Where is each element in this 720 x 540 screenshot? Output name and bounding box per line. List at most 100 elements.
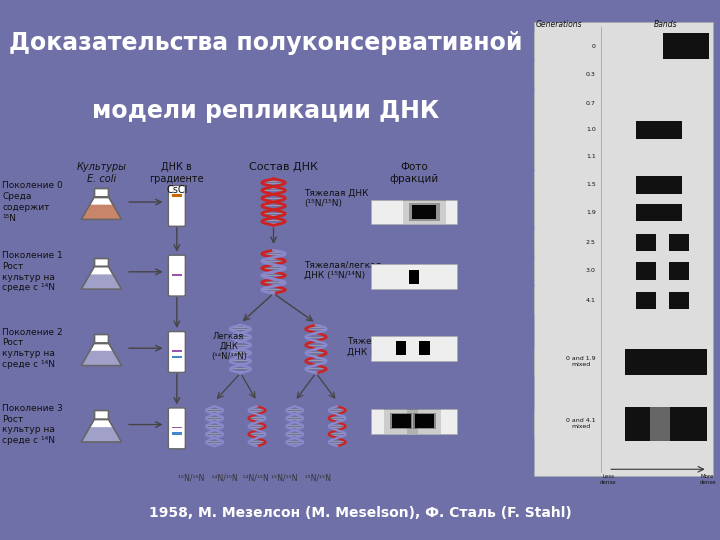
Bar (392, 414, 410, 428)
Text: 0.3: 0.3 (586, 72, 596, 77)
Polygon shape (81, 343, 122, 366)
Bar (636, 292, 656, 309)
Text: Состав ДНК: Состав ДНК (248, 162, 318, 172)
Bar (636, 262, 656, 280)
Text: модели репликации ДНК: модели репликации ДНК (92, 99, 440, 123)
Text: 1.1: 1.1 (586, 154, 596, 159)
Bar (534, 411, 713, 437)
Text: Культуры
E. coli: Культуры E. coli (76, 162, 127, 184)
Polygon shape (81, 197, 122, 219)
Bar (402, 200, 446, 224)
Text: Тяжелая/легкая
ДНК (¹⁵N/¹⁴N): Тяжелая/легкая ДНК (¹⁵N/¹⁴N) (304, 260, 382, 280)
Bar (371, 264, 457, 289)
Text: 0 and 4.1
mixed: 0 and 4.1 mixed (566, 418, 596, 429)
Bar (636, 204, 682, 221)
Bar (636, 122, 682, 139)
Text: Поколение 1
Рост
культур на
среде с ¹⁴N: Поколение 1 Рост культур на среде с ¹⁴N (2, 251, 63, 293)
Bar (94, 334, 109, 343)
Polygon shape (81, 351, 122, 366)
FancyBboxPatch shape (168, 255, 185, 296)
Bar (94, 258, 109, 266)
Text: ДНК в
градиенте
CsCl: ДНК в градиенте CsCl (150, 162, 204, 195)
Polygon shape (81, 266, 122, 289)
Bar (408, 409, 441, 434)
Text: 1.5: 1.5 (586, 183, 596, 187)
Bar (384, 409, 418, 434)
Text: 0.7: 0.7 (586, 101, 596, 106)
Bar (94, 188, 109, 197)
Text: Тяжелая/легкая
ДНК (¹⁵N/¹⁴N): Тяжелая/легкая ДНК (¹⁵N/¹⁴N) (346, 337, 424, 356)
Text: 0: 0 (592, 44, 596, 49)
Bar (371, 409, 457, 434)
Bar (534, 287, 713, 314)
Bar (413, 205, 436, 219)
FancyBboxPatch shape (168, 408, 185, 449)
Text: Тяжелая ДНК
(¹⁵N/¹⁵N): Тяжелая ДНК (¹⁵N/¹⁵N) (304, 189, 369, 208)
Bar (392, 414, 410, 428)
Bar (171, 350, 182, 352)
Text: 1958, М. Мезелсон (M. Meselson), Ф. Сталь (F. Stahl): 1958, М. Мезелсон (M. Meselson), Ф. Стал… (148, 506, 572, 520)
Polygon shape (81, 427, 122, 442)
Bar (534, 23, 713, 476)
Bar (669, 292, 688, 309)
Text: Generations: Generations (535, 20, 582, 29)
Bar (390, 413, 413, 429)
FancyBboxPatch shape (168, 185, 185, 226)
Bar (413, 205, 436, 219)
Polygon shape (81, 205, 122, 219)
Bar (636, 177, 682, 193)
Text: 2.5: 2.5 (586, 240, 596, 245)
FancyBboxPatch shape (168, 332, 185, 373)
Bar (649, 407, 670, 441)
Bar (94, 410, 109, 419)
Text: Поколение 3
Рост
культур на
среде с ¹⁴N: Поколение 3 Рост культур на среде с ¹⁴N (2, 404, 63, 445)
Bar (669, 262, 688, 280)
Bar (534, 349, 713, 375)
Bar (534, 91, 713, 117)
Text: Поколение 0
Среда
содержит
¹⁵N: Поколение 0 Среда содержит ¹⁵N (2, 181, 63, 222)
Text: 1.0: 1.0 (586, 127, 596, 132)
Bar (396, 341, 406, 355)
Text: Less
dense: Less dense (600, 474, 616, 485)
Bar (94, 334, 109, 343)
Text: 4.1: 4.1 (586, 298, 596, 303)
Bar (534, 33, 713, 59)
Bar (94, 188, 109, 197)
Text: More
dense: More dense (699, 474, 716, 485)
Bar (413, 413, 436, 429)
Bar (171, 427, 182, 428)
Text: Поколение 2
Рост
культур на
среде с ¹⁴N: Поколение 2 Рост культур на среде с ¹⁴N (2, 328, 63, 369)
Bar (625, 349, 707, 375)
Bar (534, 199, 713, 226)
Bar (669, 234, 688, 251)
Bar (171, 274, 182, 276)
Bar (94, 258, 109, 266)
Bar (663, 33, 709, 59)
Bar (171, 356, 182, 359)
Bar (636, 234, 656, 251)
Bar (371, 200, 457, 225)
Bar (371, 336, 457, 361)
Bar (534, 143, 713, 170)
Bar (94, 410, 109, 419)
Text: Легкая
ДНК
(¹⁴N/¹⁴N): Легкая ДНК (¹⁴N/¹⁴N) (211, 332, 247, 361)
Bar (534, 61, 713, 87)
Bar (409, 203, 440, 221)
Text: ¹⁵N/¹⁵N   ¹⁴N/¹⁵N  ¹⁴N/¹⁵N ¹⁵N/¹⁵N   ¹⁵N/¹⁵N: ¹⁵N/¹⁵N ¹⁴N/¹⁵N ¹⁴N/¹⁵N ¹⁵N/¹⁵N ¹⁵N/¹⁵N (178, 473, 331, 482)
Polygon shape (81, 274, 122, 289)
Text: Bands: Bands (654, 20, 678, 29)
Bar (415, 414, 434, 428)
Text: 0 and 1.9
mixed: 0 and 1.9 mixed (566, 356, 596, 367)
Text: Фото
фракций: Фото фракций (390, 162, 438, 184)
Bar (534, 229, 713, 255)
Bar (534, 258, 713, 284)
Bar (415, 414, 434, 428)
Bar (419, 341, 430, 355)
Bar (625, 407, 707, 441)
Text: 1.9: 1.9 (586, 210, 596, 215)
Bar (534, 172, 713, 198)
Bar (409, 270, 419, 284)
Polygon shape (81, 419, 122, 442)
Text: Доказательства полуконсервативной: Доказательства полуконсервативной (9, 31, 523, 55)
Text: 3.0: 3.0 (586, 268, 596, 273)
